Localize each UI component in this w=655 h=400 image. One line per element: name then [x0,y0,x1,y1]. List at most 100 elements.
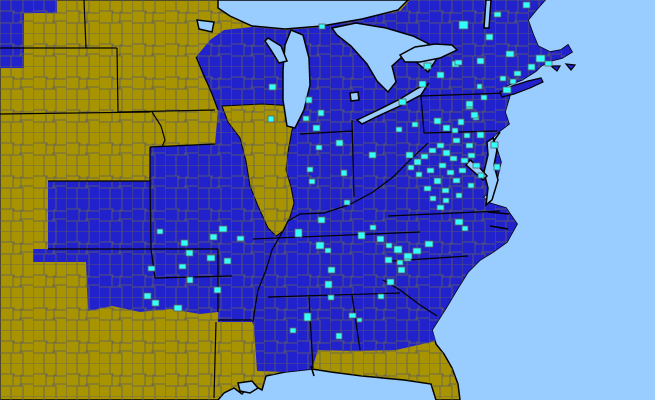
highlighted-county[interactable] [268,83,277,91]
highlighted-county[interactable] [441,187,450,194]
highlighted-county[interactable] [384,256,393,264]
highlighted-county[interactable] [369,224,377,231]
highlighted-county[interactable] [324,280,333,289]
highlighted-county[interactable] [348,312,357,319]
highlighted-county[interactable] [452,177,461,184]
highlighted-county[interactable] [186,276,194,284]
highlighted-county[interactable] [418,80,427,88]
highlighted-county[interactable] [356,317,363,323]
highlighted-county[interactable] [424,240,434,248]
highlighted-county[interactable] [302,115,310,122]
highlighted-county[interactable] [343,199,351,206]
highlighted-county[interactable] [420,153,429,160]
highlighted-county[interactable] [386,278,395,286]
highlighted-county[interactable] [368,151,377,159]
highlighted-county[interactable] [147,265,156,272]
highlighted-county[interactable] [452,137,461,144]
highlighted-county[interactable] [209,233,218,241]
highlighted-county[interactable] [493,163,501,171]
highlighted-county[interactable] [454,59,463,66]
highlighted-county[interactable] [306,166,314,173]
highlighted-county[interactable] [455,192,463,199]
highlighted-county[interactable] [318,23,326,30]
highlighted-county[interactable] [477,172,485,179]
highlighted-county[interactable] [470,111,479,119]
highlighted-county[interactable] [289,327,297,334]
highlighted-county[interactable] [458,20,469,30]
highlighted-county[interactable] [446,169,455,176]
highlighted-county[interactable] [442,197,450,204]
highlighted-county[interactable] [305,96,313,104]
highlighted-county[interactable] [398,98,407,106]
highlighted-county[interactable] [465,142,474,149]
highlighted-county[interactable] [312,124,321,132]
highlighted-county[interactable] [308,178,316,185]
highlighted-county[interactable] [411,121,419,128]
highlighted-county[interactable] [151,299,160,307]
highlighted-county[interactable] [513,70,522,77]
highlighted-county[interactable] [442,124,451,132]
highlighted-county[interactable] [467,152,476,159]
highlighted-county[interactable] [206,254,216,262]
highlighted-county[interactable] [397,266,406,274]
highlighted-county[interactable] [335,139,344,147]
highlighted-county[interactable] [178,263,187,270]
highlighted-county[interactable] [340,169,348,177]
highlighted-county[interactable] [438,162,447,169]
highlighted-county[interactable] [442,149,451,157]
highlighted-county[interactable] [436,204,445,211]
highlighted-county[interactable] [493,11,502,18]
highlighted-county[interactable] [449,155,458,162]
highlighted-county[interactable] [236,235,245,242]
highlighted-county[interactable] [385,242,393,249]
highlighted-county[interactable] [476,83,483,90]
highlighted-county[interactable] [460,157,469,164]
highlighted-county[interactable] [472,162,481,169]
highlighted-county[interactable] [461,225,469,232]
highlighted-county[interactable] [509,78,517,85]
highlighted-county[interactable] [412,247,422,255]
highlighted-county[interactable] [476,57,485,65]
highlighted-county[interactable] [522,1,531,9]
highlighted-county[interactable] [458,167,467,174]
highlighted-county[interactable] [335,332,343,340]
highlighted-county[interactable] [451,127,459,134]
highlighted-county[interactable] [426,167,435,174]
highlighted-county[interactable] [423,62,432,70]
highlighted-county[interactable] [317,216,326,224]
highlighted-county[interactable] [396,259,404,266]
highlighted-county[interactable] [480,94,488,101]
highlighted-county[interactable] [490,141,499,149]
highlighted-county[interactable] [415,171,423,178]
highlighted-county[interactable] [294,228,303,238]
highlighted-county[interactable] [218,225,228,233]
highlighted-county[interactable] [395,126,403,133]
highlighted-county[interactable] [485,33,494,41]
highlighted-county[interactable] [476,131,485,139]
highlighted-county[interactable] [315,144,323,151]
highlighted-county[interactable] [505,50,515,58]
highlighted-county[interactable] [535,54,546,63]
highlighted-county[interactable] [544,60,553,67]
highlighted-county[interactable] [185,249,194,257]
highlighted-county[interactable] [433,117,442,125]
highlighted-county[interactable] [499,75,507,82]
highlighted-county[interactable] [465,100,474,108]
highlighted-county[interactable] [317,109,325,117]
highlighted-county[interactable] [463,132,471,139]
highlighted-county[interactable] [303,312,312,322]
highlighted-county[interactable] [527,63,536,71]
highlighted-county[interactable] [357,231,366,240]
highlighted-county[interactable] [393,245,403,254]
highlighted-county[interactable] [327,294,335,301]
highlighted-county[interactable] [173,304,183,312]
highlighted-county[interactable] [457,118,465,126]
highlighted-county[interactable] [403,252,413,260]
highlighted-county[interactable] [429,195,437,202]
highlighted-county[interactable] [433,177,442,185]
highlighted-county[interactable] [156,228,164,235]
highlighted-county[interactable] [213,286,222,294]
highlighted-county[interactable] [436,142,445,149]
